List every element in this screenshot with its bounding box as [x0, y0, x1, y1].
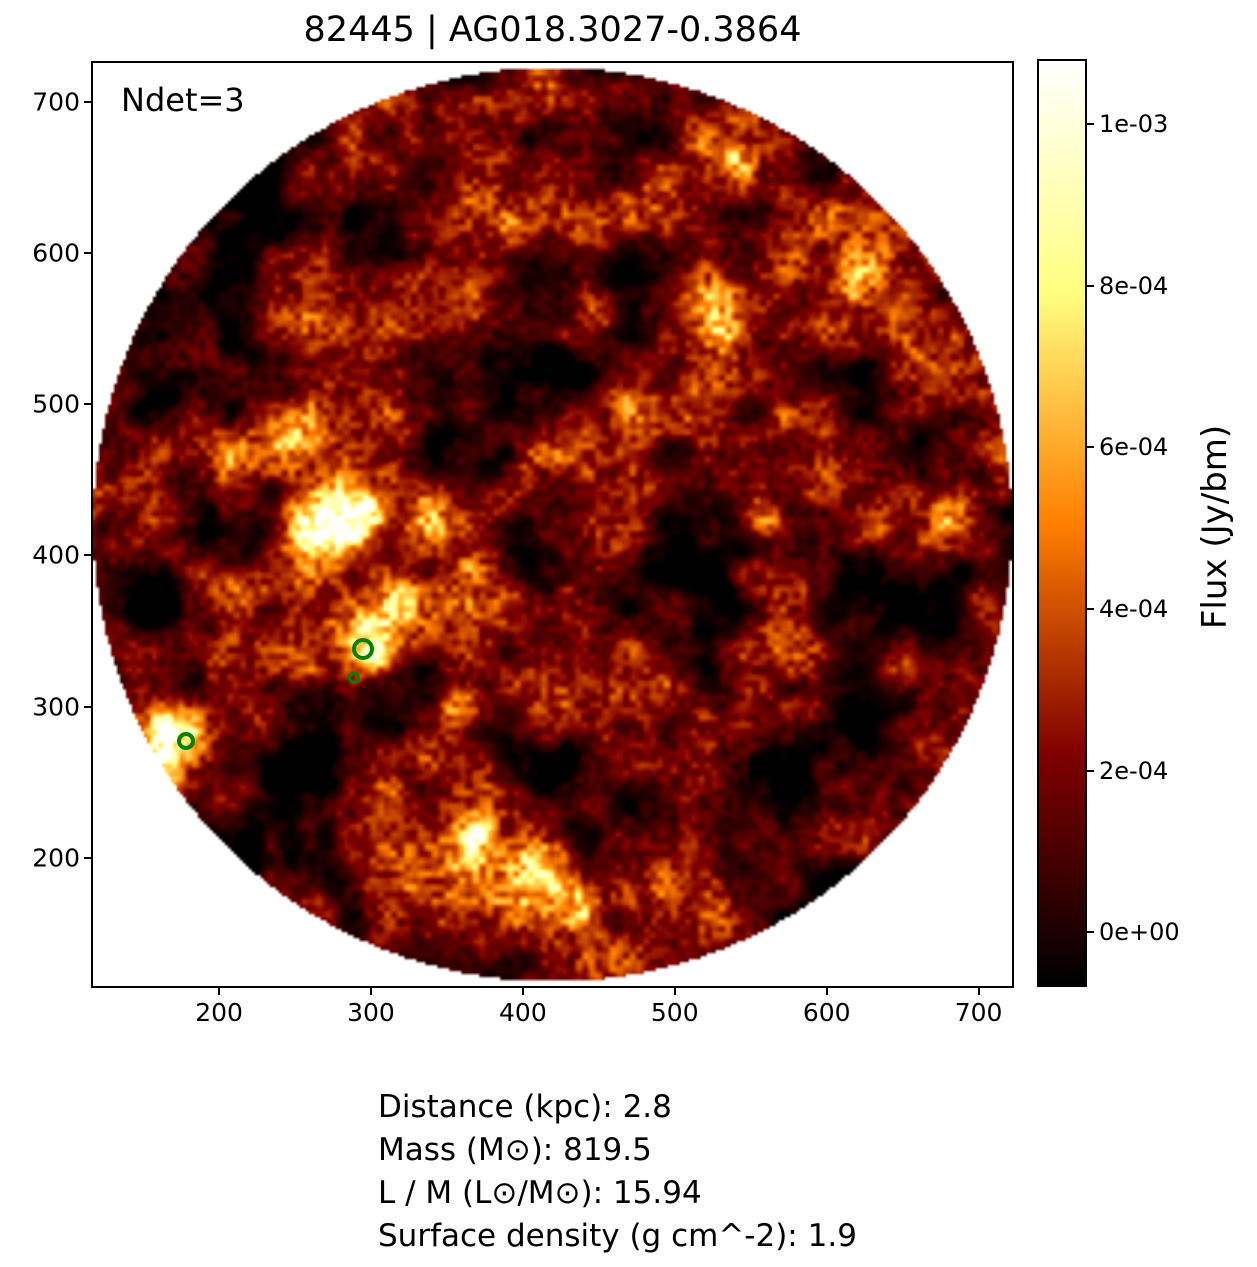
- colorbar-tick: [1085, 931, 1094, 934]
- y-tick: [84, 252, 93, 255]
- y-tick: [84, 101, 93, 104]
- x-tick-label: 400: [499, 998, 547, 1027]
- colorbar-axis-label: Flux (Jy/bm): [1195, 424, 1235, 630]
- detection-marker: [352, 638, 375, 661]
- y-tick-label: 300: [32, 692, 80, 722]
- y-tick-label: 200: [32, 843, 80, 873]
- info-block: Distance (kpc): 2.8 Mass (M⊙): 819.5 L /…: [378, 1086, 857, 1258]
- y-tick: [84, 705, 93, 708]
- y-tick-label: 500: [32, 389, 80, 419]
- info-line-lm: L / M (L⊙/M⊙): 15.94: [378, 1175, 702, 1211]
- y-tick-label: 400: [32, 540, 80, 570]
- x-tick-label: 500: [650, 998, 699, 1027]
- colorbar-tick-label: 8e-04: [1099, 271, 1169, 300]
- ndet-annotation: Ndet=3: [121, 81, 245, 119]
- colorbar-tick: [1085, 769, 1094, 772]
- x-tick-label: 700: [954, 998, 1003, 1027]
- colorbar: [1037, 59, 1087, 987]
- x-tick: [977, 986, 980, 995]
- colorbar-tick: [1085, 284, 1094, 287]
- info-line-mass: Mass (M⊙): 819.5: [378, 1132, 652, 1168]
- y-tick: [84, 856, 93, 859]
- x-tick: [369, 986, 372, 995]
- x-tick-label: 300: [347, 998, 395, 1027]
- info-line-surface-density: Surface density (g cm^-2): 1.9: [378, 1218, 857, 1254]
- heatmap-image: [93, 63, 1012, 986]
- y-tick-label: 600: [32, 238, 80, 268]
- colorbar-tick: [1085, 446, 1094, 449]
- y-tick-label: 700: [32, 87, 80, 117]
- x-tick: [825, 986, 828, 995]
- detection-marker: [176, 732, 195, 751]
- page-title: 82445 | AG018.3027-0.3864: [303, 10, 802, 50]
- colorbar-tick-label: 0e+00: [1099, 918, 1180, 947]
- colorbar-gradient: [1039, 61, 1085, 985]
- colorbar-tick-label: 6e-04: [1099, 433, 1169, 462]
- y-tick: [84, 403, 93, 406]
- x-tick: [218, 986, 221, 995]
- colorbar-tick-label: 1e-03: [1099, 110, 1169, 139]
- colorbar-tick-label: 4e-04: [1099, 595, 1169, 624]
- colorbar-tick-label: 2e-04: [1099, 756, 1169, 785]
- x-tick: [521, 986, 524, 995]
- x-tick: [673, 986, 676, 995]
- colorbar-tick: [1085, 123, 1094, 126]
- x-tick-label: 600: [802, 998, 851, 1027]
- info-line-distance: Distance (kpc): 2.8: [378, 1089, 672, 1125]
- y-tick: [84, 554, 93, 557]
- colorbar-tick: [1085, 608, 1094, 611]
- plot-area: Ndet=3: [91, 61, 1014, 988]
- detection-marker: [348, 671, 361, 684]
- x-tick-label: 200: [195, 998, 243, 1027]
